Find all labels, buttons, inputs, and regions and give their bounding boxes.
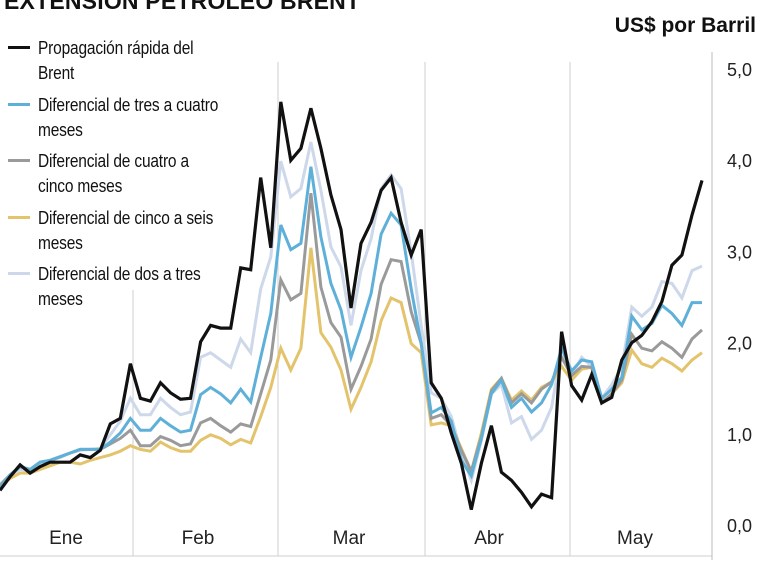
y-tick-label: 3,0 — [727, 242, 752, 262]
x-axis-labels: Ene Feb Mar Abr May — [49, 528, 653, 549]
legend-swatch — [8, 102, 30, 106]
legend-label: Diferencial de tres a cuatro meses — [38, 94, 219, 140]
y-tick-label: 0,0 — [727, 516, 752, 536]
legend-label: Propagación rápida del Brent — [38, 38, 194, 83]
x-tick-label: Abr — [474, 528, 504, 549]
legend-label: Diferencial de dos a tres meses — [38, 264, 201, 309]
x-tick-label: Feb — [182, 528, 215, 549]
chart-title: EXTENSION PETROLEO BRENT — [4, 0, 361, 14]
legend-label: Diferencial de cuatro a cinco meses — [38, 151, 189, 196]
y-tick-label: 2,0 — [727, 334, 752, 354]
series-line-1 — [0, 247, 703, 487]
x-tick-label: May — [617, 528, 653, 549]
legend-swatch — [8, 159, 30, 162]
y-tick-label: 4,0 — [727, 151, 752, 171]
y-axis: 0,0 1,0 2,0 3,0 4,0 5,0 — [711, 52, 752, 560]
x-tick-label: Ene — [49, 528, 83, 549]
legend-swatch — [8, 46, 30, 49]
legend-swatch — [8, 215, 30, 219]
legend-swatch — [8, 272, 30, 275]
y-tick-label: 1,0 — [727, 425, 752, 445]
series-line-3 — [0, 166, 702, 489]
x-tick-label: Mar — [333, 528, 366, 549]
series-lines — [0, 101, 704, 510]
y-axis-unit: US$ por Barril — [614, 14, 756, 37]
y-tick-label: 5,0 — [727, 60, 752, 80]
legend-label: Diferencial de cinco a seis meses — [38, 207, 214, 253]
series-line-2 — [0, 192, 704, 487]
series-line-4 — [0, 101, 704, 510]
